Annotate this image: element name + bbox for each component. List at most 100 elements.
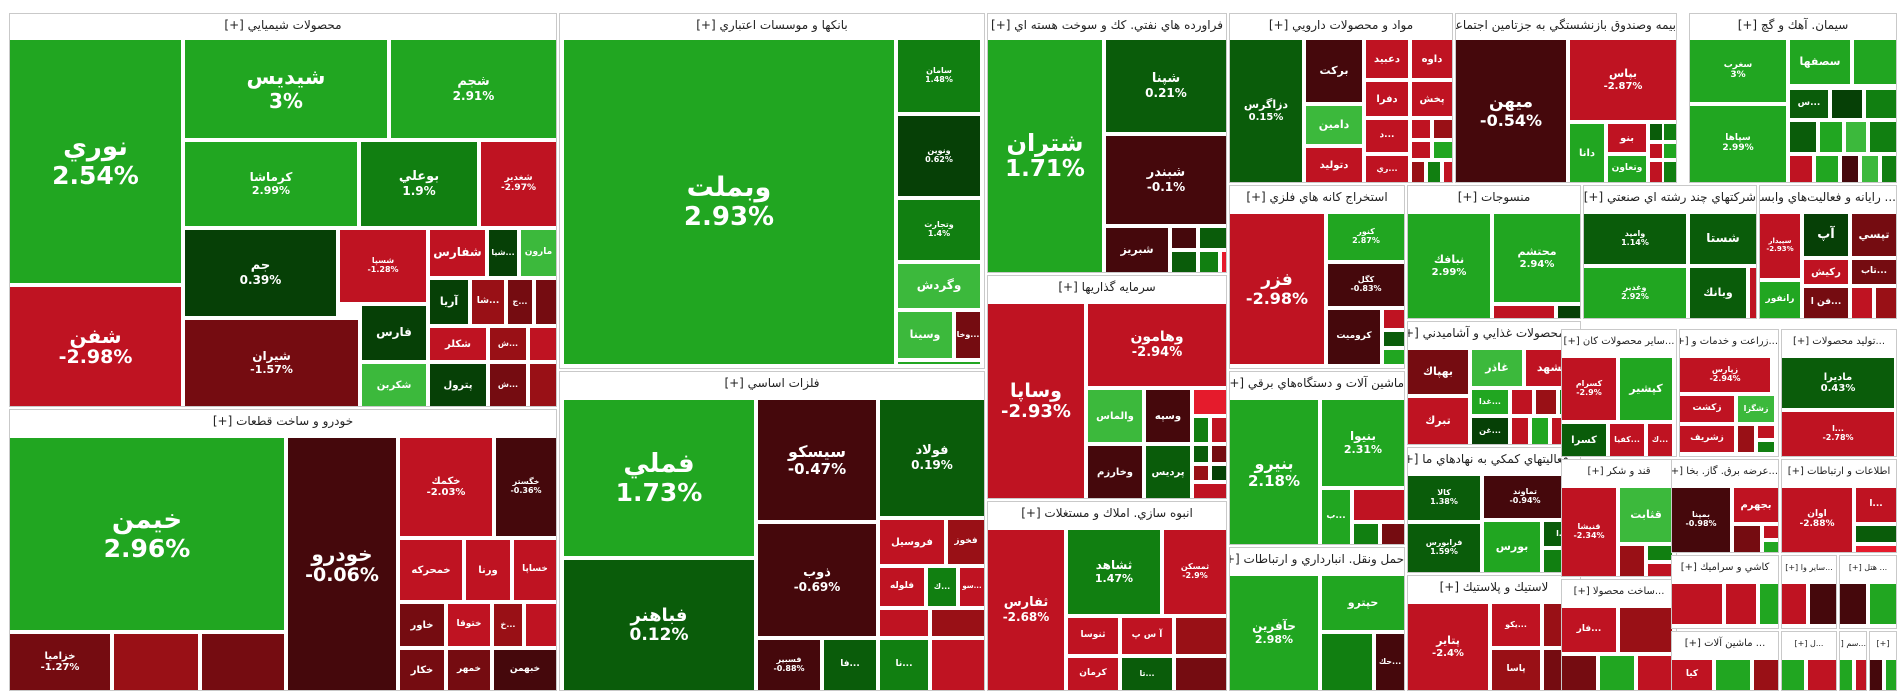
tile-metals-9[interactable]: ...سو	[960, 568, 984, 606]
tile-invest-blank-13[interactable]	[1194, 484, 1226, 498]
tile-auto-16[interactable]: خبهمن	[494, 650, 556, 690]
tile-electric-0[interactable]: بنيرو 2.18%	[1230, 400, 1318, 544]
tile-computer-blank-8[interactable]	[1876, 288, 1896, 318]
tile-pharma-0[interactable]: دزاگرس 0.15%	[1230, 40, 1302, 182]
tile-pharma-blank-11[interactable]	[1434, 120, 1452, 138]
tile-finaid-0[interactable]: كالا 1.38%	[1408, 476, 1480, 520]
sector-header-agri[interactable]: ...زراعت و خدمات و [+]	[1680, 330, 1778, 353]
tile-banks-3[interactable]: وتجارت 1.4%	[898, 200, 980, 260]
tile-multi-blank-4[interactable]	[1750, 268, 1756, 318]
sector-header-sugar[interactable]: قند و شكر [+]	[1562, 460, 1676, 483]
sector-header-oil[interactable]: فراورده هاي نفتي. كك و سوخت هسته اي [+]	[988, 14, 1226, 37]
tile-auto-4[interactable]: خودرو -0.06%	[288, 438, 396, 690]
tile-utilities-0[interactable]: بمپنا -0.98%	[1672, 488, 1730, 552]
tile-oil-blank-7[interactable]	[1200, 252, 1218, 272]
tile-metals-blank-14[interactable]	[880, 610, 928, 636]
tile-otherints-blank-0[interactable]	[1782, 584, 1806, 624]
tile-computer-5[interactable]: رانفور	[1760, 282, 1800, 318]
tile-invest-blank-6[interactable]	[1194, 390, 1226, 414]
tile-utilities-blank-4[interactable]	[1764, 542, 1778, 552]
tile-cement-blank-7[interactable]	[1790, 122, 1816, 152]
tile-metals-2[interactable]: سيسكو -0.47%	[758, 400, 876, 520]
tile-banks-4[interactable]: وگردش	[898, 264, 980, 308]
tile-chemicals-21[interactable]: ...ش	[490, 328, 526, 360]
tile-cement-2[interactable]: سصفها	[1790, 40, 1850, 84]
tile-metals-0[interactable]: فملي 1.73%	[564, 400, 754, 556]
tile-utilities-1[interactable]: بجهرم	[1734, 488, 1778, 522]
tile-pharma-6[interactable]: ...د	[1366, 120, 1408, 152]
tile-micro1-blank-0[interactable]	[1782, 660, 1804, 690]
tile-textile-blank-2[interactable]	[1494, 306, 1554, 318]
tile-micro3-blank-1[interactable]	[1886, 660, 1896, 690]
tile-ict-blank-3[interactable]	[1856, 546, 1896, 552]
tile-metalproducts-blank-4[interactable]	[1638, 656, 1672, 690]
sector-header-realestate[interactable]: انبوه سازي. املاك و مستغلات [+]	[988, 502, 1226, 525]
tile-chemicals-16[interactable]: شيران -1.57%	[185, 320, 358, 406]
tile-food-0[interactable]: بهپاك	[1408, 350, 1468, 394]
tile-finaid-1[interactable]: فرابورس 1.59%	[1408, 524, 1480, 572]
tile-chemicals-10[interactable]: ...شيا	[489, 230, 517, 276]
tile-auto-12[interactable]: ...خ	[494, 604, 522, 646]
tile-food-2[interactable]: غاذر	[1472, 350, 1522, 386]
tile-banks-1[interactable]: سامان 1.48%	[898, 40, 980, 112]
sector-header-micro3[interactable]: [+]	[1870, 632, 1896, 655]
tile-food-blank-9[interactable]	[1512, 418, 1528, 444]
tile-invest-blank-8[interactable]	[1212, 418, 1226, 442]
tile-invest-blank-9[interactable]	[1194, 446, 1208, 462]
tile-sugar-0[interactable]: قنيشا -2.34%	[1562, 488, 1616, 576]
tile-metals-8[interactable]: ...ك	[928, 568, 956, 606]
tile-chemicals-9[interactable]: شفارس	[430, 230, 485, 276]
tile-auto-0[interactable]: خيمن 2.96%	[10, 438, 284, 630]
tile-computer-6[interactable]: ...فن ا	[1804, 288, 1848, 318]
tile-auto-8[interactable]: ورنا	[466, 540, 510, 600]
tile-ceramics-blank-1[interactable]	[1726, 584, 1756, 624]
tile-metals-blank-13[interactable]	[932, 640, 984, 690]
tile-rubber-1[interactable]: ...يكو	[1492, 604, 1540, 646]
sector-header-multi[interactable]: شرکتهاي چند رشته اي صنعتي [+]	[1584, 186, 1756, 209]
tile-insurance-3[interactable]: بنو	[1608, 124, 1646, 152]
tile-multi-1[interactable]: وغدير 2.92%	[1584, 268, 1686, 318]
tile-otherminerals-0[interactable]: كسرام -2.9%	[1562, 358, 1616, 420]
tile-computer-3[interactable]: ركيش	[1804, 260, 1848, 284]
tile-mining-2[interactable]: كگل -0.83%	[1328, 264, 1404, 306]
tile-food-1[interactable]: تبرك	[1408, 398, 1468, 444]
tile-otherints-blank-1[interactable]	[1810, 584, 1836, 624]
tile-chemicals-11[interactable]: مارون	[521, 230, 556, 276]
tile-chemicals-7[interactable]: جم 0.39%	[185, 230, 336, 316]
tile-metals-7[interactable]: فلوله	[880, 568, 924, 606]
tile-utilities-blank-3[interactable]	[1764, 526, 1778, 538]
sector-header-food[interactable]: ... محصولات غذايي و آشاميدني [+]	[1408, 322, 1580, 345]
sector-header-chemicals[interactable]: محصولات شيميايي [+]	[10, 14, 556, 37]
tile-auto-blank-2[interactable]	[114, 634, 198, 690]
tile-chemicals-3[interactable]: شجم 2.91%	[391, 40, 556, 138]
tile-chemicals-blank-15[interactable]	[536, 280, 556, 324]
sector-header-production[interactable]: ...توليد محصولات [+]	[1782, 330, 1896, 353]
tile-insurance-blank-6[interactable]	[1664, 124, 1676, 140]
sector-header-pharma[interactable]: مواد و محصولات دارويي [+]	[1230, 14, 1452, 37]
tile-food-blank-6[interactable]	[1512, 390, 1532, 414]
tile-sugar-blank-2[interactable]	[1620, 546, 1644, 576]
tile-computer-blank-7[interactable]	[1852, 288, 1872, 318]
tile-electric-blank-3[interactable]	[1354, 490, 1404, 520]
tile-cement-blank-9[interactable]	[1846, 122, 1866, 152]
tile-invest-3[interactable]: وسپه	[1146, 390, 1190, 442]
tile-realestate-2[interactable]: ثمسكن -2.9%	[1164, 530, 1226, 614]
tile-ict-blank-2[interactable]	[1856, 526, 1896, 542]
tile-invest-blank-12[interactable]	[1212, 466, 1226, 480]
tile-chemicals-1[interactable]: شفن -2.98%	[10, 287, 181, 406]
tile-cement-blank-3[interactable]	[1854, 40, 1896, 84]
tile-oil-blank-5[interactable]	[1200, 228, 1226, 248]
tile-banks-0[interactable]: وبملت 2.93%	[564, 40, 894, 364]
tile-electric-1[interactable]: بنيوا 2.31%	[1322, 400, 1404, 486]
tile-insurance-0[interactable]: ميهن -0.54%	[1456, 40, 1566, 182]
tile-pharma-blank-16[interactable]	[1444, 162, 1452, 182]
tile-agri-blank-5[interactable]	[1758, 426, 1774, 438]
sector-header-electric[interactable]: ماشين آلات و دستگاه‌هاي برقي [+]	[1230, 372, 1404, 395]
tile-metals-6[interactable]: فخوز	[948, 520, 984, 564]
tile-chemicals-blank-24[interactable]	[530, 364, 556, 406]
tile-computer-2[interactable]: تپسي	[1852, 214, 1896, 256]
tile-transport-3[interactable]: ...حك	[1376, 634, 1404, 690]
tile-transport-0[interactable]: حآفرين 2.98%	[1230, 576, 1318, 690]
tile-chemicals-18[interactable]: شکربن	[362, 364, 426, 406]
tile-multi-2[interactable]: شستا	[1690, 214, 1756, 264]
